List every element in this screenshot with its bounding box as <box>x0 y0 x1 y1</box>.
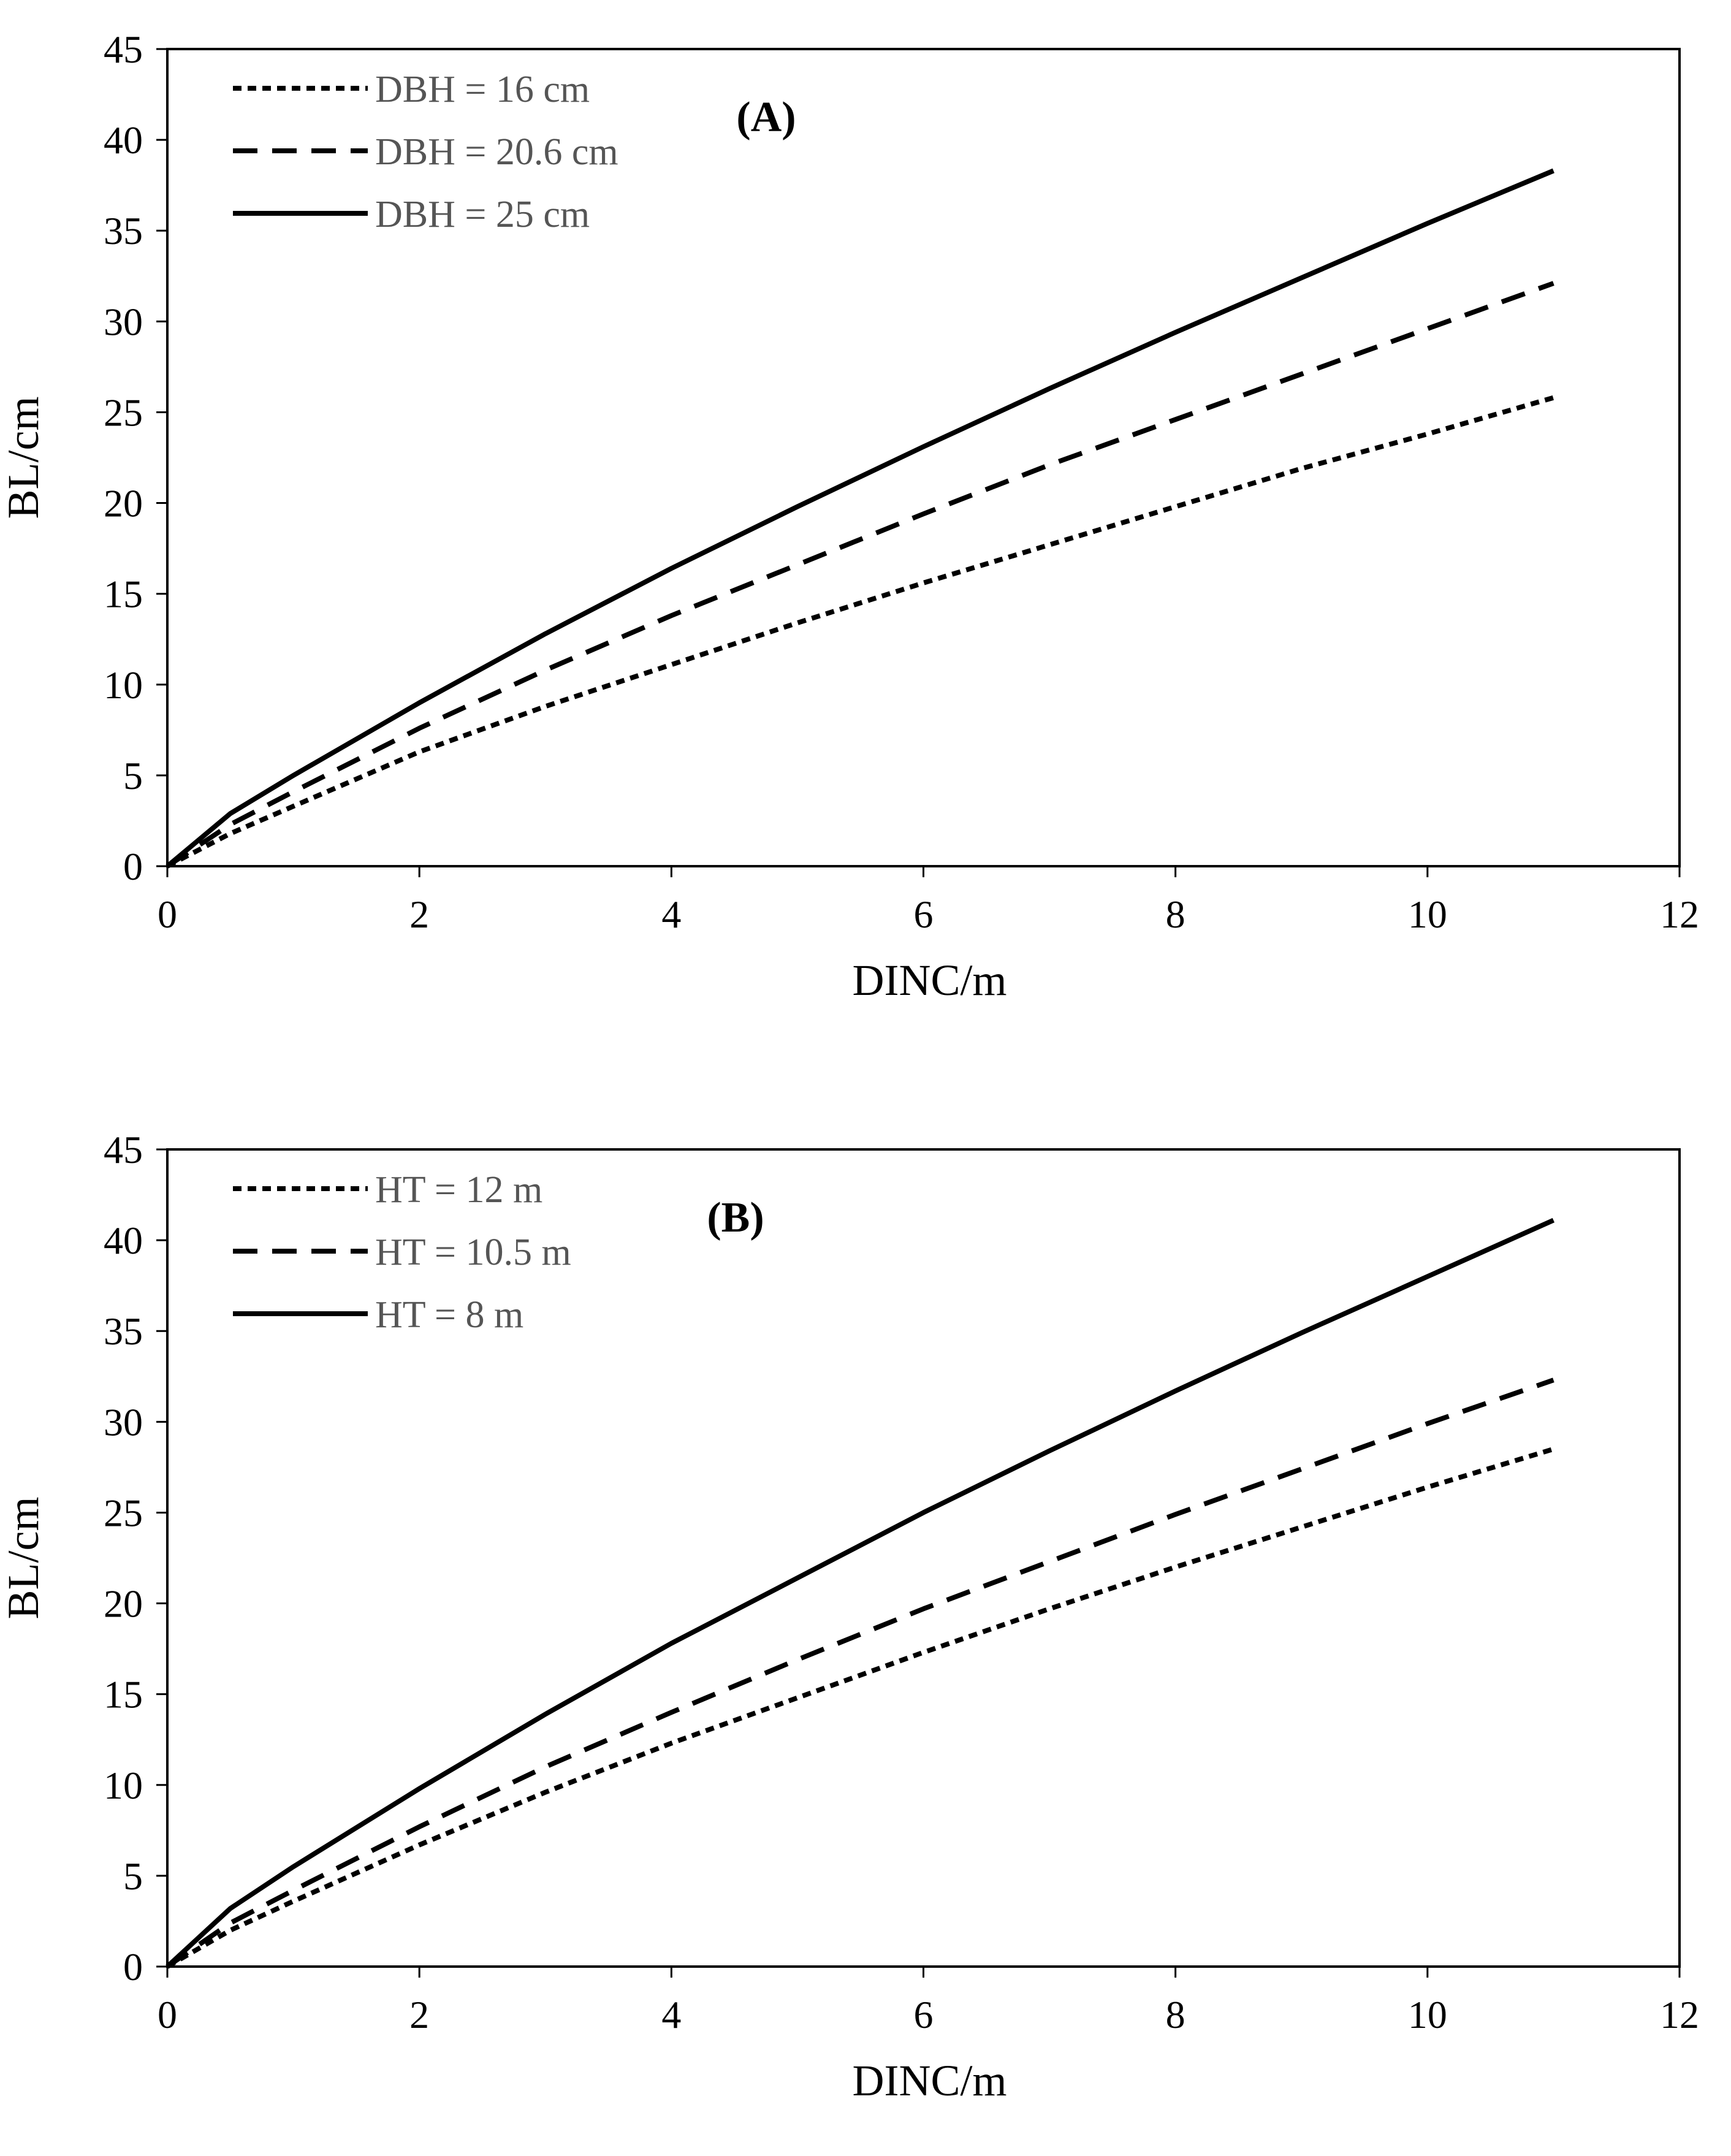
panel-a-series-3-line <box>165 168 1554 869</box>
panel-a-x-tick-label: 4 <box>661 893 681 936</box>
panel-b-y-tick-label: 15 <box>104 1673 143 1716</box>
panel-a-x-tick-label: 10 <box>1408 893 1447 936</box>
panel-a-panel-label: (A) <box>736 94 796 141</box>
panel-b-x-tick-label: 12 <box>1660 1993 1699 2036</box>
panel-b-x-tick-label: 6 <box>914 1993 934 2036</box>
panel-a-x-tick-label: 8 <box>1166 893 1185 936</box>
panel-b-y-tick-label: 45 <box>104 1128 143 1171</box>
panel-a-y-tick-label: 15 <box>104 573 143 616</box>
panel-b-y-tick-label: 40 <box>104 1219 143 1262</box>
panel-a-y-tick-label: 0 <box>123 845 143 888</box>
panel-b-legend-label-3: HT = 8 m <box>375 1294 523 1336</box>
panel-b-legend-label-1: HT = 12 m <box>375 1169 542 1211</box>
panel-a-legend-label-1: DBH = 16 cm <box>375 69 590 110</box>
panel-b-x-axis-title: DINC/m <box>853 2056 1007 2105</box>
panel-a-y-tick-label: 10 <box>104 663 143 707</box>
panel-a-legend-label-3: DBH = 25 cm <box>375 194 590 235</box>
panel-b-x-tick-label: 10 <box>1408 1993 1447 2036</box>
panel-b-x-tick-label: 4 <box>661 1993 681 2036</box>
panel-a-y-tick-label: 20 <box>104 482 143 525</box>
panel-a-x-tick-label: 0 <box>158 893 177 936</box>
panel-b-series-3-line <box>165 1217 1555 1968</box>
panel-b-x-tick-label: 8 <box>1166 1993 1185 2036</box>
panel-a-series-2-line <box>165 281 1554 869</box>
panel-b-y-axis-title: BL/cm <box>0 1497 48 1620</box>
panel-a-y-tick-label: 45 <box>104 28 143 71</box>
panel-a-x-tick-label: 12 <box>1660 893 1699 936</box>
panel-a-y-axis-title: BL/cm <box>0 397 48 519</box>
panel-b-y-tick-label: 5 <box>123 1854 143 1898</box>
panel-b-x-tick-label: 0 <box>158 1993 177 2036</box>
panel-a-y-tick-label: 25 <box>104 390 143 434</box>
panel-a-legend-label-2: DBH = 20.6 cm <box>375 131 618 173</box>
panel-a-x-axis-title: DINC/m <box>853 956 1007 1005</box>
panel-b-panel-label: (B) <box>707 1194 764 1241</box>
panel-b-y-tick-label: 20 <box>104 1582 143 1626</box>
panel-b-y-tick-label: 0 <box>123 1945 143 1989</box>
panel-a-series-1-line <box>166 395 1554 869</box>
panel-b-x-tick-label: 2 <box>409 1993 429 2036</box>
panel-b-y-tick-label: 30 <box>104 1400 143 1444</box>
panel-a-y-tick-label: 35 <box>104 209 143 253</box>
panel-b-y-tick-label: 10 <box>104 1764 143 1807</box>
panel-b-y-tick-label: 35 <box>104 1309 143 1353</box>
panel-a-x-tick-label: 2 <box>409 893 429 936</box>
panel-b-series-1-line <box>166 1446 1554 1969</box>
panel-a: 0 5 10 15 20 25 30 35 40 45 0 2 4 6 8 10 12 DINC/m BL/cm DB… <box>0 28 1699 1005</box>
panel-b-y-tick-label: 25 <box>104 1491 143 1534</box>
panel-a-y-tick-label: 30 <box>104 300 143 343</box>
panel-a-y-tick-label: 5 <box>123 754 143 798</box>
panel-b-legend-label-2: HT = 10.5 m <box>375 1232 571 1273</box>
panel-a-y-tick-label: 40 <box>104 118 143 162</box>
panel-a-x-tick-label: 6 <box>914 893 934 936</box>
panel-b: 0 5 10 15 20 25 30 35 40 45 0 2 4 6 8 10 12 DINC/m BL/cm HT… <box>0 1128 1699 2105</box>
